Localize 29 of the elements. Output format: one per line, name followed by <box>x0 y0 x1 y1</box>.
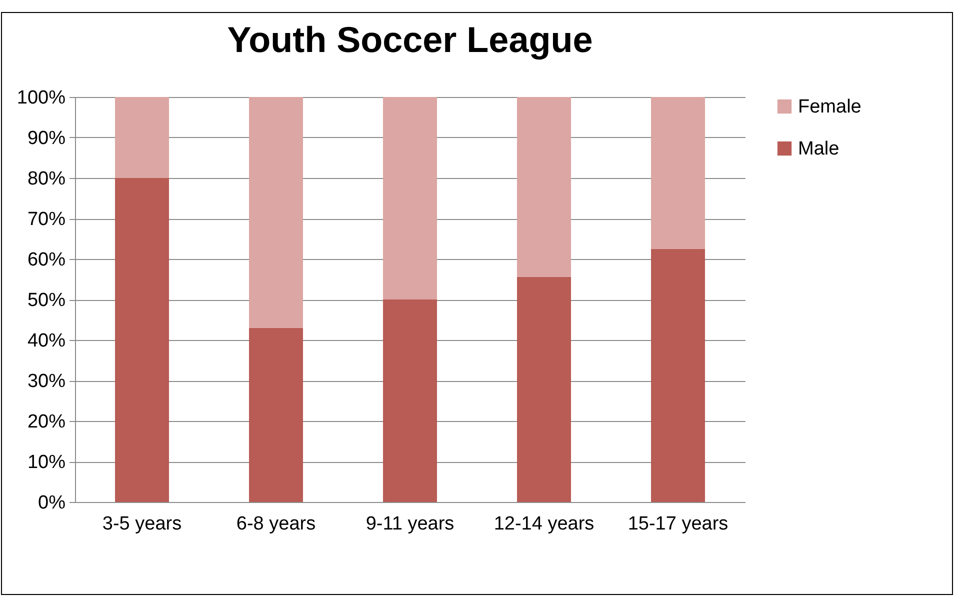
y-tick-label: 100% <box>16 88 66 108</box>
y-tick-label: 40% <box>27 330 66 352</box>
x-tick-label: 12-14 years <box>494 514 594 534</box>
bar <box>249 97 303 328</box>
bar <box>115 97 169 178</box>
bar <box>115 178 169 502</box>
y-tick-label: 80% <box>27 168 66 190</box>
chart-title: Youth Soccer League <box>227 19 593 60</box>
bar <box>383 97 437 300</box>
x-tick-label: 15-17 years <box>628 514 728 534</box>
y-tick-label: 60% <box>27 250 66 270</box>
y-tick-label: 0% <box>38 492 66 514</box>
y-tick-label: 10% <box>27 452 66 473</box>
x-tick-label: 6-8 years <box>236 514 316 534</box>
bar <box>383 300 437 502</box>
y-tick-label: 30% <box>27 371 66 392</box>
legend-label: Male <box>798 138 840 160</box>
bar <box>517 276 571 502</box>
legend-label: Female <box>798 96 862 118</box>
y-tick-label: 20% <box>27 412 66 432</box>
y-tick-label: 90% <box>27 128 66 149</box>
bar <box>517 97 571 277</box>
x-tick-label: 3-5 years <box>102 514 182 534</box>
bar <box>651 97 705 249</box>
bar <box>249 328 303 502</box>
y-tick-label: 50% <box>27 290 66 311</box>
bar <box>651 248 705 502</box>
x-tick-label: 9-11 years <box>366 514 454 534</box>
y-tick-label: 70% <box>27 209 66 230</box>
